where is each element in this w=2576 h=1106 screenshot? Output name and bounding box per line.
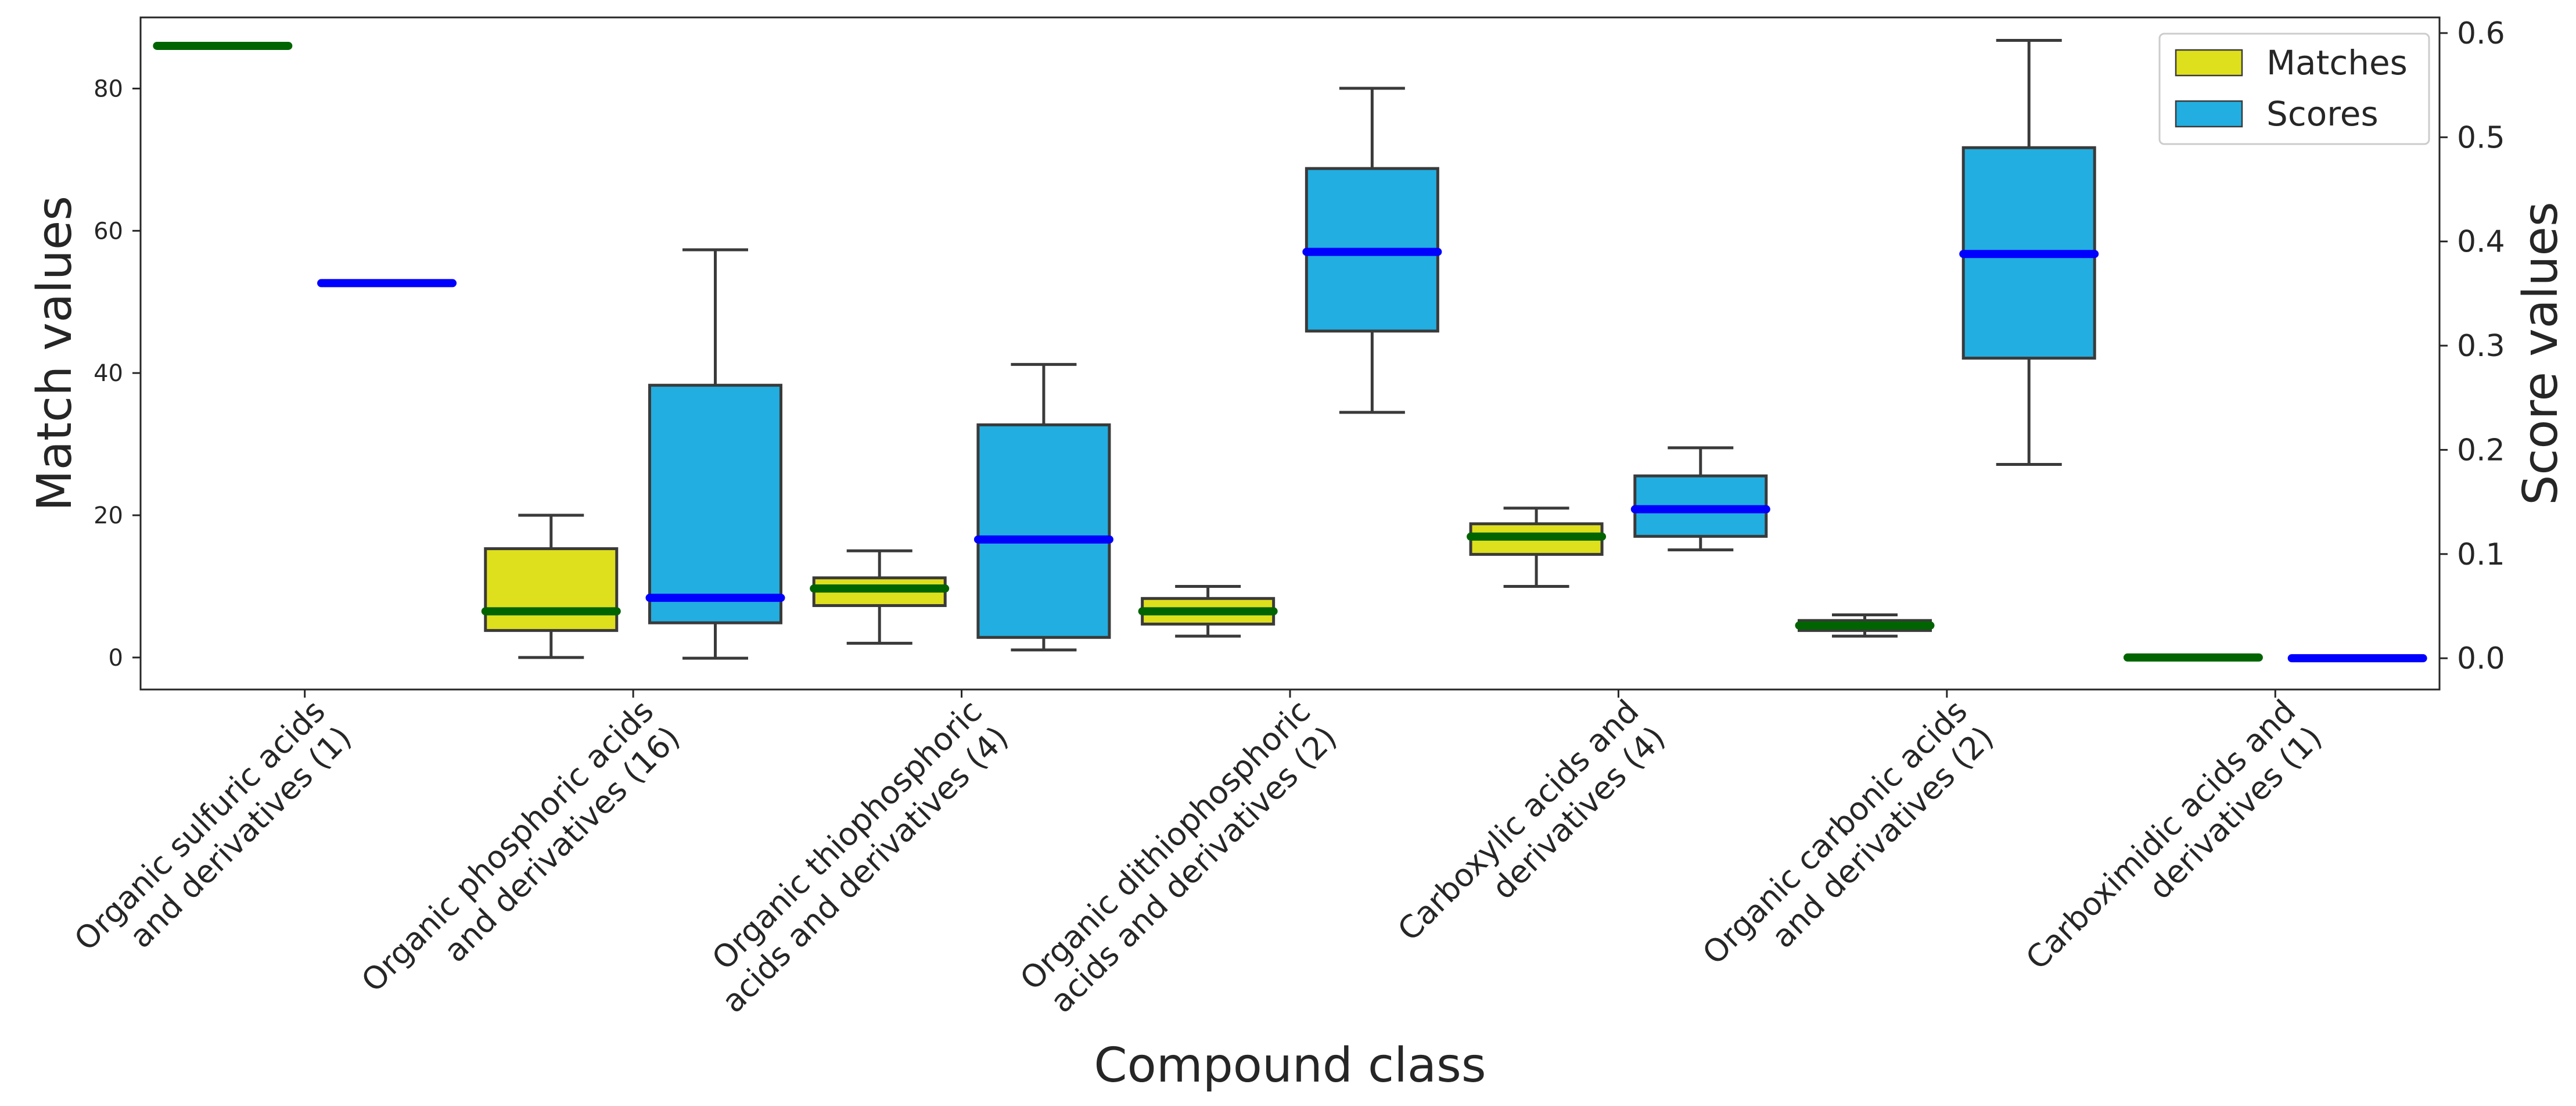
x-tick-label: Organic sulfuric acidsand derivatives (1… [67, 693, 358, 984]
box-scores-5 [1959, 38, 2099, 466]
y-left-tick-label: 60 [94, 218, 123, 245]
box-matches-4 [1467, 507, 1607, 588]
x-tick-label-line: acids and derivatives (2) [1043, 719, 1344, 1020]
x-tick-label-line: Organic sulfuric acids [67, 693, 332, 958]
x-tick-label: Organic thiophosphoricacids and derivati… [688, 693, 1015, 1020]
legend-label-scores: Scores [2266, 94, 2379, 134]
legend-label-matches: Matches [2266, 43, 2408, 82]
x-tick-label-line: Carboxylic acids and [1391, 693, 1646, 948]
legend-swatch-matches [2175, 49, 2243, 77]
x-tick-label-line: and derivatives (1) [123, 719, 358, 955]
legend-swatch-scores [2175, 100, 2243, 128]
x-tick-label-line: Organic carbonic acids [1695, 693, 1974, 972]
box-scores-1 [645, 248, 785, 660]
box-matches-1 [481, 514, 621, 659]
box-matches-2 [810, 549, 950, 645]
x-tick-label-line: Organic thiophosphoric [705, 693, 989, 977]
y-right-tick-label: 0.4 [2457, 225, 2505, 260]
axes: 0 20 40 60 80 0.0 0.1 0.2 0.3 0.4 0.5 0.6 [94, 16, 2505, 676]
x-tick-label-line: acids and derivatives (4) [714, 719, 1015, 1020]
y-left-tick-label: 0 [109, 645, 123, 672]
x-tick-label-line: and derivatives (16) [437, 719, 687, 969]
x-tick-label-line: Organic dithiophosphoric [1013, 693, 1317, 997]
box-plot-marks [153, 38, 2427, 663]
legend: Matches Scores [2158, 33, 2430, 145]
x-tick-label: Carboxylic acids andderivatives (4) [1391, 693, 1672, 975]
box-matches-3 [1138, 584, 1278, 638]
y-left-tick-label: 20 [94, 502, 123, 529]
x-tick-labels: Organic sulfuric acidsand derivatives (1… [67, 690, 2329, 1026]
box-scores-4 [1630, 446, 1770, 552]
y-axis-left-title: Match values [27, 196, 82, 511]
box-scores-3 [1302, 87, 1442, 414]
y-left-tick-label: 40 [94, 360, 123, 387]
x-tick-label: Organic phosphoric acidsand derivatives … [354, 693, 687, 1026]
y-right-tick-label: 0.1 [2457, 537, 2505, 572]
y-right-tick-label: 0.5 [2457, 120, 2505, 155]
x-tick-label-line: and derivatives (2) [1765, 719, 2000, 955]
y-right-tick-label: 0.6 [2457, 16, 2505, 51]
y-right-tick-label: 0.2 [2457, 433, 2505, 468]
box-scores-2 [973, 362, 1113, 652]
box-body [484, 547, 619, 632]
y-right-tick-label: 0.3 [2457, 329, 2505, 364]
box-matches-5 [1795, 613, 1935, 638]
y-axis-right-title: Score values [2513, 202, 2568, 505]
x-tick-label-line: Carboximidic acids and [2019, 693, 2303, 977]
y-right-tick-label: 0.0 [2457, 641, 2505, 676]
x-tick-label-line: Organic phosphoric acids [354, 693, 660, 999]
x-tick-label: Organic carbonic acidsand derivatives (2… [1695, 693, 2000, 998]
x-tick-label: Organic dithiophosphoricacids and deriva… [1013, 693, 1343, 1024]
box-body [648, 383, 782, 624]
x-axis-title: Compound class [1094, 1038, 1486, 1093]
x-tick-label: Carboximidic acids andderivatives (1) [2019, 693, 2329, 1003]
box-body [976, 423, 1111, 639]
y-left-tick-label: 80 [94, 76, 123, 102]
